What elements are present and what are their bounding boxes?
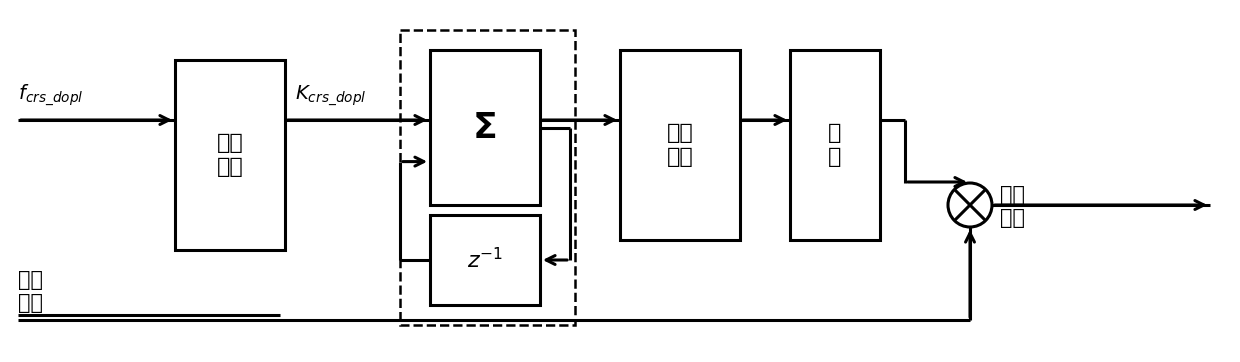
Text: 地址
映射: 地址 映射: [667, 123, 693, 167]
Bar: [430, 50, 539, 205]
Bar: [175, 60, 285, 250]
Text: $z^{-1}$: $z^{-1}$: [467, 247, 503, 273]
Text: 查
表: 查 表: [828, 123, 842, 167]
Text: 数据
转换: 数据 转换: [217, 132, 243, 177]
Bar: [790, 50, 880, 240]
Circle shape: [949, 183, 992, 227]
Bar: [620, 50, 740, 240]
Text: 输出
数据: 输出 数据: [999, 185, 1025, 228]
Text: Σ: Σ: [472, 110, 497, 144]
Bar: [401, 30, 575, 325]
Bar: [430, 215, 539, 305]
Text: 输入
数据: 输入 数据: [19, 270, 43, 313]
Text: $\mathbf{\mathit{f}}_{crs\_dopl}$: $\mathbf{\mathit{f}}_{crs\_dopl}$: [19, 83, 83, 108]
Text: $\mathbf{\mathit{K}}_{crs\_dopl}$: $\mathbf{\mathit{K}}_{crs\_dopl}$: [295, 84, 367, 108]
